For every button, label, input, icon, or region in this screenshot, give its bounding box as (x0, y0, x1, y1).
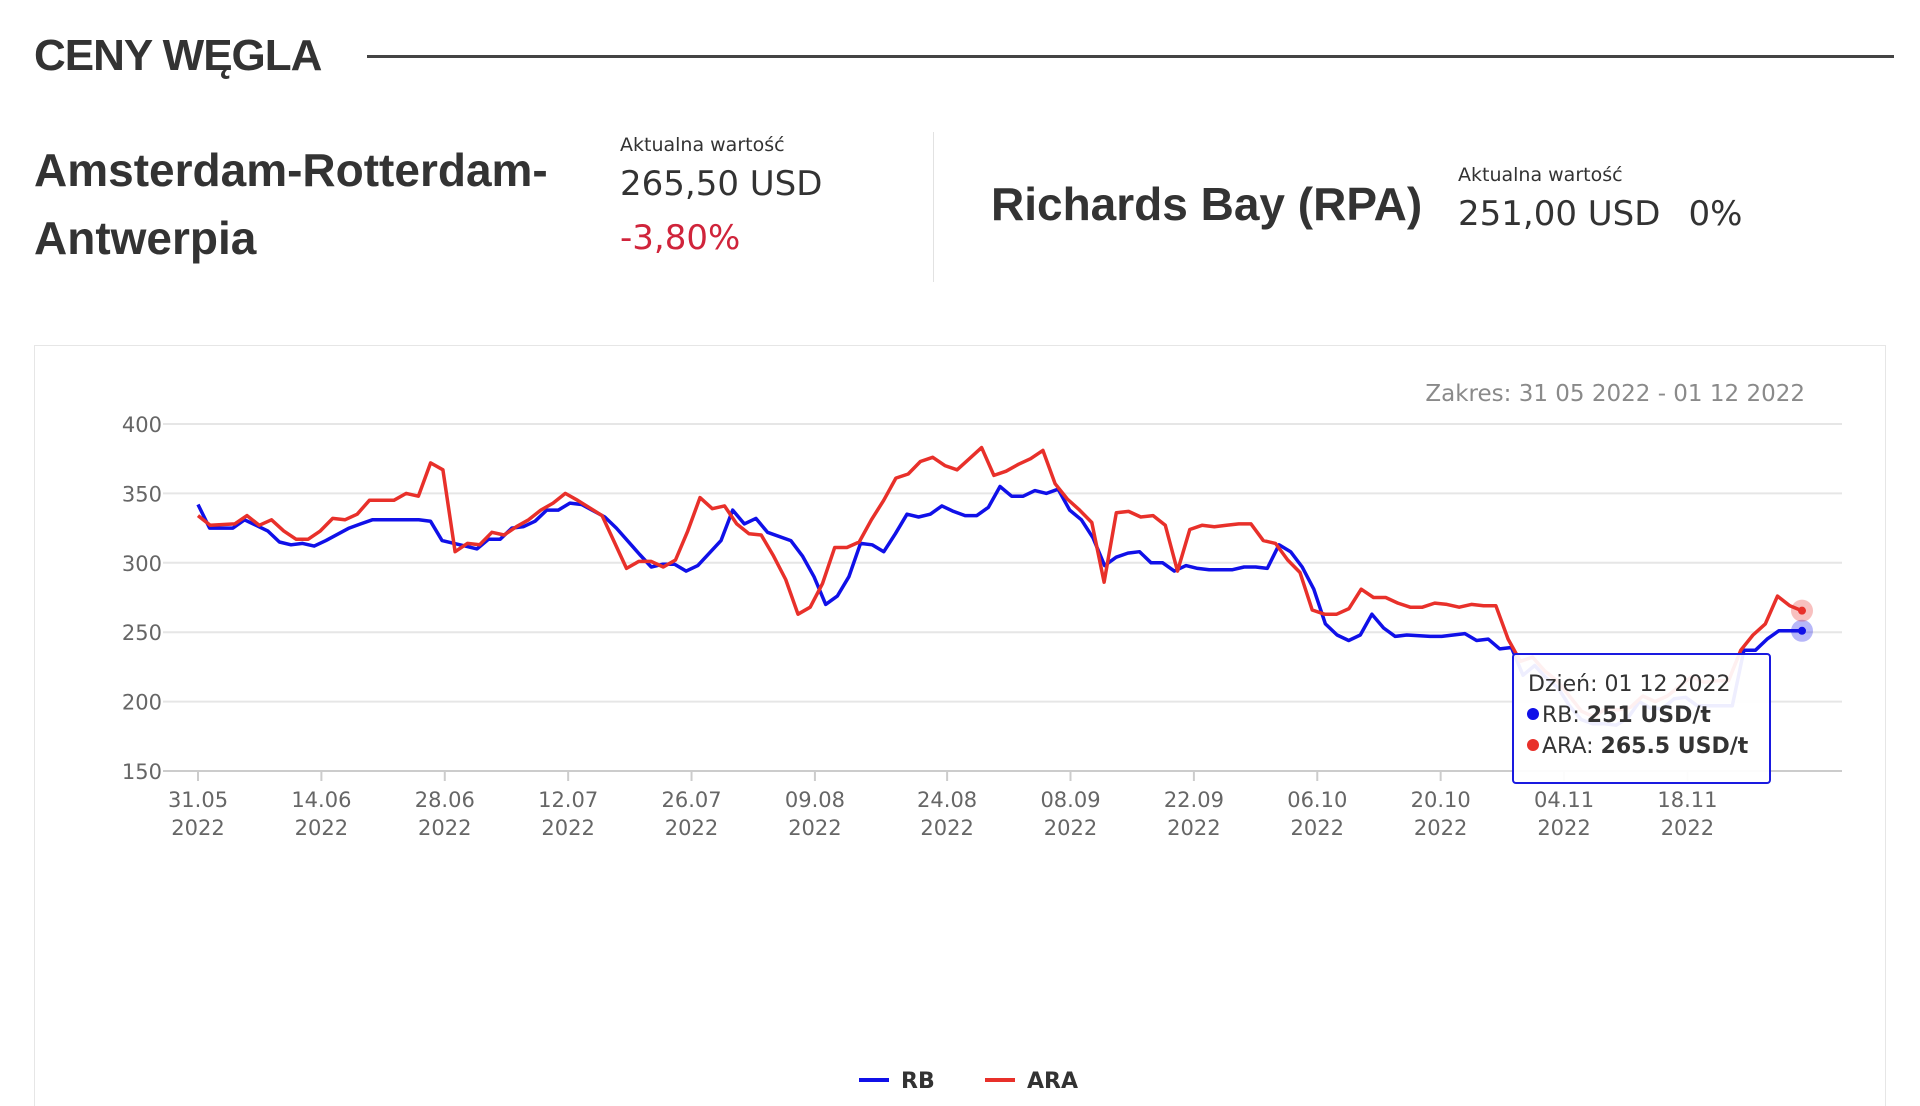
legend-ara-label: ARA (1027, 1069, 1078, 1094)
x-tick-label: 14.06 (291, 788, 351, 812)
x-tick-year: 2022 (1044, 816, 1097, 840)
y-tick-label: 150 (122, 760, 162, 784)
x-tick-year: 2022 (1167, 816, 1220, 840)
x-axis: 31.05 2022 14.06 2022 28.06 2022 12.07 2022 26.0… (168, 771, 1717, 840)
x-tick-label: 26.07 (661, 788, 721, 812)
hover-point-rb (1798, 626, 1806, 635)
tooltip-ara: ARA: 265.5 USD/t (1542, 734, 1749, 759)
tooltip-rb: RB: 251 USD/t (1542, 703, 1711, 728)
tooltip-rb-dot (1527, 708, 1539, 720)
ara-market-name: Amsterdam-Rotterdam- Antwerpia (34, 136, 574, 272)
tooltip-ara-dot (1527, 739, 1539, 751)
x-tick-label: 09.08 (785, 788, 845, 812)
rb-market-name: Richards Bay (RPA) (991, 170, 1422, 238)
rb-value: 251,00 USD (1458, 194, 1661, 234)
hover-point-ara (1798, 606, 1806, 615)
legend-item-rb[interactable]: RB (859, 1069, 935, 1094)
ara-value-block: Aktualna wartość 265,50 USD -3,80% (620, 134, 822, 258)
range-label: Zakres: 31 05 2022 - 01 12 2022 (1425, 381, 1805, 407)
x-tick-year: 2022 (665, 816, 718, 840)
y-tick-label: 200 (122, 691, 162, 715)
rb-name: Richards Bay (RPA) (991, 178, 1423, 230)
rb-change: 0% (1688, 194, 1743, 234)
x-tick-year: 2022 (1291, 816, 1344, 840)
legend-item-ara[interactable]: ARA (985, 1069, 1078, 1094)
rb-value-label: Aktualna wartość (1458, 164, 1623, 186)
x-tick-year: 2022 (171, 816, 224, 840)
section-title: CENY WĘGLA (34, 31, 322, 80)
y-tick-label: 400 (122, 413, 162, 437)
ara-name-line2: Antwerpia (34, 212, 257, 264)
ara-change: -3,80% (620, 218, 741, 258)
x-tick-label: 08.09 (1040, 788, 1100, 812)
price-chart[interactable]: 150 200 250 300 350 400 31.05 2022 14.06 2022 28.… (35, 346, 1887, 1106)
chart-card: 150 200 250 300 350 400 31.05 2022 14.06 2022 28.… (34, 345, 1886, 1106)
x-tick-label: 31.05 (168, 788, 228, 812)
x-tick-year: 2022 (788, 816, 841, 840)
x-tick-label: 24.08 (917, 788, 977, 812)
rb-value-block: Aktualna wartość 251,00 USD 0% (1458, 164, 1742, 234)
x-tick-year: 2022 (920, 816, 973, 840)
ara-value-label: Aktualna wartość (620, 134, 785, 156)
section-header: CENY WĘGLA (34, 26, 1894, 86)
tooltip-date: Dzień: 01 12 2022 (1528, 672, 1730, 697)
y-tick-label: 350 (122, 482, 162, 506)
x-tick-label: 28.06 (415, 788, 475, 812)
x-tick-label: 22.09 (1164, 788, 1224, 812)
tooltip-box (1512, 653, 1771, 784)
y-tick-label: 250 (122, 621, 162, 645)
section-divider (367, 54, 1894, 58)
y-tick-label: 300 (122, 552, 162, 576)
x-tick-label: 12.07 (538, 788, 598, 812)
x-tick-label: 04.11 (1534, 788, 1594, 812)
x-tick-year: 2022 (1537, 816, 1590, 840)
chart-legend: RB ARA (859, 1069, 1078, 1094)
x-tick-year: 2022 (295, 816, 348, 840)
x-tick-year: 2022 (541, 816, 594, 840)
legend-rb-label: RB (901, 1069, 935, 1094)
ara-name-line1: Amsterdam-Rotterdam- (34, 144, 548, 196)
chart-tooltip: Dzień: 01 12 2022 RB: 251 USD/t ARA: 265… (1512, 653, 1771, 784)
chart-grid (163, 423, 1842, 772)
x-tick-label: 20.10 (1411, 788, 1471, 812)
x-tick-label: 06.10 (1287, 788, 1347, 812)
x-tick-label: 18.11 (1657, 788, 1717, 812)
ara-value: 265,50 USD (620, 164, 823, 204)
x-tick-year: 2022 (418, 816, 471, 840)
y-axis: 150 200 250 300 350 400 (122, 413, 162, 784)
x-tick-year: 2022 (1661, 816, 1714, 840)
market-divider (933, 132, 934, 282)
x-tick-year: 2022 (1414, 816, 1467, 840)
